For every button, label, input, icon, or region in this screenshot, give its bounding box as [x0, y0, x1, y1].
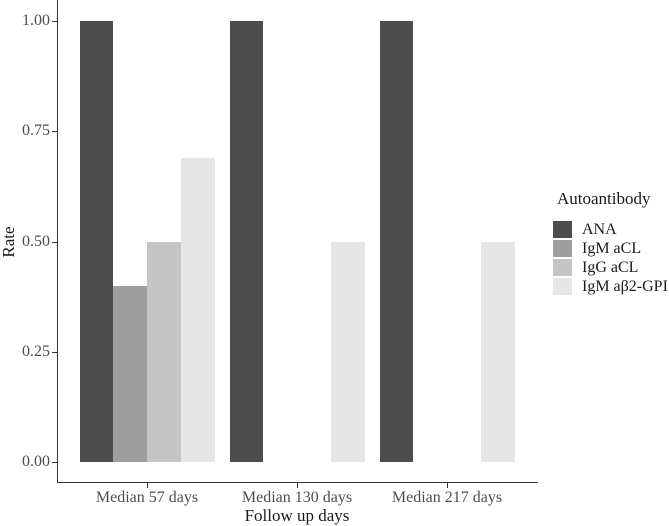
legend-swatch-igm-a-2-gpi [553, 278, 572, 295]
y-tick-label-0-50: 0.50 [22, 232, 50, 250]
legend-label-igm-acl: IgM aCL [582, 240, 642, 257]
x-tick-label-median-130-days: Median 130 days [241, 489, 353, 506]
legend-items: ANA IgM aCL IgG aCL IgM aβ2-GPI [553, 220, 669, 296]
y-tick-mark-1-00 [52, 21, 57, 22]
x-tick-label-median-57-days: Median 57 days [95, 489, 199, 506]
bar-igm-acl-median-57-days [113, 285, 147, 462]
bar-ana-median-217-days [379, 21, 414, 462]
y-tick-label-0-75: 0.75 [22, 122, 50, 140]
legend-label-igm-a-2-gpi: IgM aβ2-GPI [582, 278, 668, 295]
x-tick-label-median-217-days: Median 217 days [391, 489, 503, 506]
bar-igm-a-2-gpi-median-57-days [180, 157, 215, 462]
bar-igm-a-2-gpi-median-217-days [480, 241, 515, 462]
bar-igm-a-2-gpi-median-130-days [330, 241, 365, 462]
y-tick-mark-0-25 [52, 351, 57, 353]
legend-label-igg-acl: IgG aCL [582, 259, 639, 276]
y-tick-label-0-25: 0.25 [22, 342, 50, 360]
legend-swatch-ana [553, 221, 572, 238]
bar-ana-median-57-days [79, 21, 114, 462]
y-axis-title: Rate [0, 226, 18, 258]
y-tick-label-1-00: 1.00 [22, 12, 50, 29]
legend-item-igm-acl: IgM aCL [553, 239, 669, 258]
x-axis-line [57, 482, 538, 483]
legend-item-igg-acl: IgG aCL [553, 258, 669, 277]
y-tick-mark-0-00 [52, 462, 57, 463]
y-tick-label-0-00: 0.00 [22, 453, 50, 470]
bar-ana-median-130-days [229, 21, 264, 462]
bar-igg-acl-median-57-days [147, 241, 181, 462]
x-tick-mark-median-217-days [447, 483, 448, 488]
legend-item-ana: ANA [553, 220, 669, 239]
x-axis-title: Follow up days [244, 506, 350, 525]
legend-label-ana: ANA [582, 221, 617, 238]
legend-item-igm-a-2-gpi: IgM aβ2-GPI [553, 277, 669, 296]
legend: Autoantibody ANA IgM aCL IgG aCL IgM aβ2-GP… [553, 190, 669, 296]
y-tick-mark-0-50 [52, 241, 57, 243]
y-axis-line [57, 0, 58, 483]
x-tick-mark-median-130-days [297, 483, 298, 488]
x-tick-mark-median-57-days [147, 483, 148, 488]
y-tick-mark-0-75 [52, 131, 57, 133]
legend-swatch-igg-acl [553, 259, 572, 276]
legend-swatch-igm-acl [553, 240, 572, 257]
legend-title: Autoantibody [557, 189, 651, 208]
